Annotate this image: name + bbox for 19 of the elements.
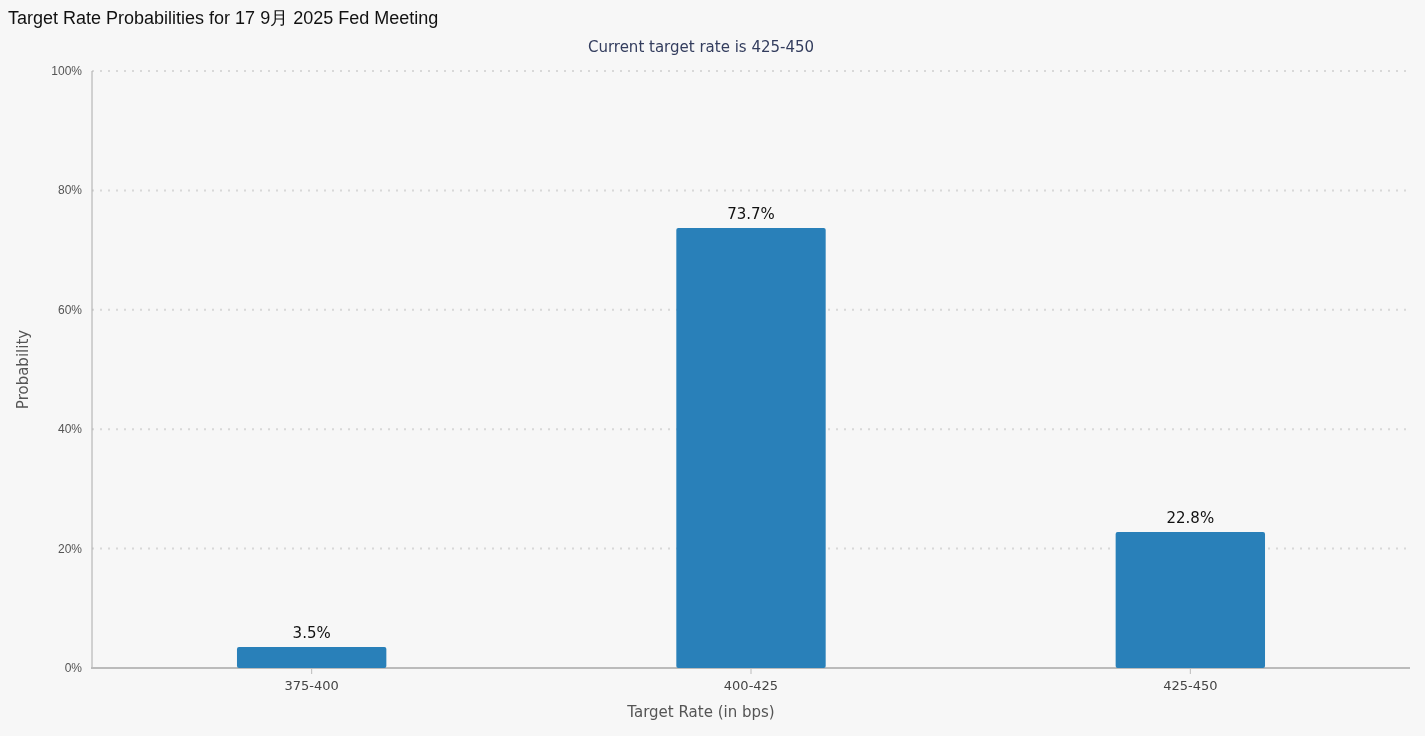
bar xyxy=(1115,531,1266,668)
chart-subtitle: Current target rate is 425-450 xyxy=(587,38,815,56)
x-tick-label: 400-425 xyxy=(723,678,779,693)
y-axis-title: Probability xyxy=(14,329,32,410)
y-tick-label: 40% xyxy=(57,422,83,437)
chart-title: Target Rate Probabilities for 17 9月 2025 Fed Meeting xyxy=(8,8,439,28)
x-tick-label: 425-450 xyxy=(1163,678,1218,693)
y-tick-label: 0% xyxy=(64,661,83,675)
y-tick-label: 20% xyxy=(57,541,83,556)
y-tick-label: 60% xyxy=(57,302,83,317)
x-axis-title: Target Rate (in bps) xyxy=(626,703,775,721)
bar xyxy=(236,647,387,668)
data-label: 3.5% xyxy=(292,624,331,643)
y-tick-label: 100% xyxy=(51,64,83,78)
bar xyxy=(676,228,826,668)
y-tick-label: 80% xyxy=(57,183,83,198)
data-label: 22.8% xyxy=(1166,508,1215,527)
x-tick-label: 375-400 xyxy=(284,678,339,693)
data-label: 73.7% xyxy=(727,205,775,224)
